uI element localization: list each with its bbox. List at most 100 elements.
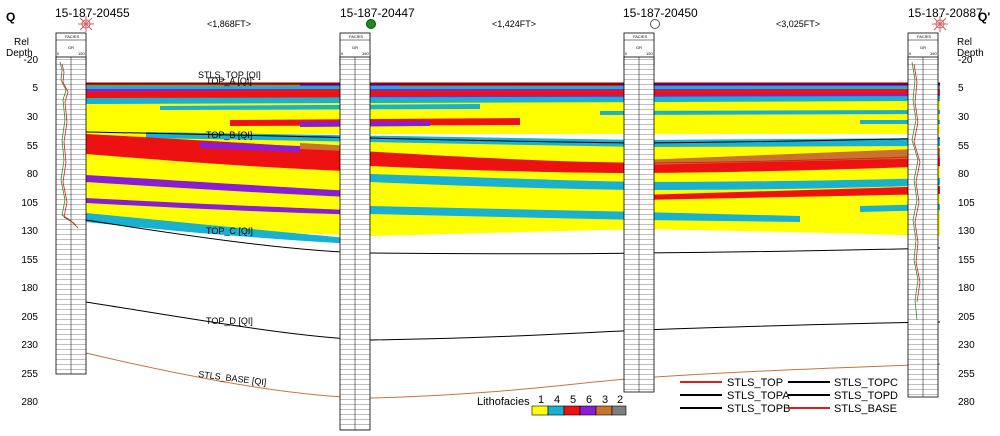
legend-swatch xyxy=(547,405,565,416)
facies-band-red xyxy=(370,89,940,96)
well-name-1: 15-187-20455 xyxy=(55,6,130,20)
depth-header-left-1: Rel xyxy=(14,37,29,48)
facies-band-cyan xyxy=(370,174,940,190)
well-name-3: 15-187-20450 xyxy=(623,6,698,20)
horizon-legend: STLS_TOP STLS_TOPC STLS_TOPA STLS_TOPD S… xyxy=(680,377,898,415)
legend-line-label: STLS_TOPC xyxy=(834,377,898,389)
horizon-top-b xyxy=(85,131,941,144)
well-track-4[interactable]: FACIES GR 0 150 xyxy=(907,32,939,398)
legend-code: 6 xyxy=(586,394,592,406)
depth-tick: 280 xyxy=(958,397,975,408)
horizon-label: STLS_TOP [QI] xyxy=(198,70,261,80)
depth-tick: 280 xyxy=(21,397,38,408)
depth-tick: 105 xyxy=(958,198,975,209)
track-header-facies: FACIES xyxy=(917,34,932,39)
legend-code: 1 xyxy=(538,394,544,406)
depth-header-right-1: Rel xyxy=(957,37,972,48)
well-spacing-2: <1,424FT> xyxy=(492,19,536,29)
dry-hole-symbol-icon xyxy=(932,16,948,32)
oil-well-symbol-icon xyxy=(366,19,376,29)
legend-line-label: STLS_TOPB xyxy=(727,403,790,415)
track-header-log: GR xyxy=(68,45,74,50)
horizon-top-c xyxy=(85,219,941,255)
legend-swatch xyxy=(531,405,549,416)
legend-title: Lithofacies xyxy=(477,396,530,408)
facies-band-purple xyxy=(200,142,300,152)
legend-swatch xyxy=(611,405,627,416)
facies-band-red xyxy=(370,152,940,173)
track-scale-max: 150 xyxy=(78,51,85,56)
legend-code: 5 xyxy=(570,394,576,406)
well-name-4: 15-187-20887 xyxy=(908,6,983,20)
horizon-label: TOP_A [QI] xyxy=(206,76,252,86)
well-spacing-3: <3,025FT> xyxy=(776,19,820,29)
well-spacing-1: <1,868FT> xyxy=(207,19,251,29)
depth-tick: 155 xyxy=(958,255,975,266)
facies-band-cyan xyxy=(86,86,940,89)
horizon-stls-base xyxy=(85,352,941,399)
depth-tick: 130 xyxy=(21,226,38,237)
depth-tick: 255 xyxy=(958,369,975,380)
well-track-2[interactable]: FACIES GR 0 150 xyxy=(339,32,371,431)
lithofacies-legend: Lithofacies 1 4 5 6 3 2 xyxy=(477,394,627,416)
legend-swatch xyxy=(563,405,581,416)
track-scale-min: 0 xyxy=(341,51,344,56)
facies-body xyxy=(86,83,940,245)
legend-line-label: STLS_TOPD xyxy=(834,390,898,402)
depth-tick: 205 xyxy=(958,312,975,323)
dry-hole-symbol-icon xyxy=(78,16,94,32)
depth-tick: 105 xyxy=(21,198,38,209)
track-header-log: GR xyxy=(920,45,926,50)
facies-band-red xyxy=(86,134,370,172)
depth-tick: 155 xyxy=(21,255,38,266)
depth-tick: 180 xyxy=(21,283,38,294)
legend-code: 4 xyxy=(554,394,560,406)
depth-scale-left: -20 5 30 55 80 105 130 155 180 205 230 2… xyxy=(21,55,38,408)
section-start-label: Q xyxy=(6,10,15,24)
depth-header-left-2: Depth xyxy=(6,48,33,59)
facies-band-cyan xyxy=(160,104,480,110)
legend-line-label: STLS_TOPA xyxy=(727,390,790,402)
depth-tick: -20 xyxy=(24,55,39,66)
facies-band-cyan xyxy=(86,213,370,245)
depth-tick: -20 xyxy=(958,55,973,66)
location-symbol-icon xyxy=(650,19,660,29)
track-scale-max: 150 xyxy=(930,51,937,56)
depth-tick: 30 xyxy=(958,112,970,123)
track-scale-max: 150 xyxy=(362,51,369,56)
depth-tick: 230 xyxy=(21,340,38,351)
depth-tick: 55 xyxy=(27,141,39,152)
horizon-label: TOP_C [QI] xyxy=(206,226,253,236)
track-header-log: GR xyxy=(352,45,358,50)
depth-header-right-2: Depth xyxy=(957,48,984,59)
track-header-facies: FACIES xyxy=(633,34,648,39)
depth-scale-right: -20 5 30 55 80 105 130 155 180 205 230 2… xyxy=(958,55,975,408)
depth-tick: 130 xyxy=(958,226,975,237)
well-track-3[interactable]: FACIES GR 0 150 xyxy=(623,32,655,393)
facies-band-purple xyxy=(86,175,370,198)
horizon-label: TOP_B [QI] xyxy=(206,130,252,140)
legend-line-label: STLS_BASE xyxy=(834,403,897,415)
depth-tick: 5 xyxy=(958,83,964,94)
track-header-log: GR xyxy=(636,45,642,50)
legend-code: 3 xyxy=(602,394,608,406)
facies-band-red xyxy=(640,186,940,200)
depth-tick: 55 xyxy=(958,141,970,152)
facies-band-cyan xyxy=(86,96,940,104)
track-header-facies: FACIES xyxy=(349,34,364,39)
track-scale-min: 0 xyxy=(57,51,60,56)
horizon-label: STLS_BASE [QI] xyxy=(198,369,267,387)
depth-tick: 5 xyxy=(32,83,38,94)
facies-band-cyan xyxy=(370,206,800,222)
depth-tick: 30 xyxy=(27,112,39,123)
well-track-1[interactable]: FACIES GR 0 150 xyxy=(55,32,87,375)
track-scale-min: 0 xyxy=(625,51,628,56)
track-scale-min: 0 xyxy=(909,51,912,56)
depth-tick: 255 xyxy=(21,369,38,380)
track-scale-max: 150 xyxy=(646,51,653,56)
legend-code: 2 xyxy=(617,394,623,406)
facies-band-cyan xyxy=(600,110,940,115)
facies-band-purple xyxy=(86,198,370,215)
legend-swatch xyxy=(579,405,597,416)
